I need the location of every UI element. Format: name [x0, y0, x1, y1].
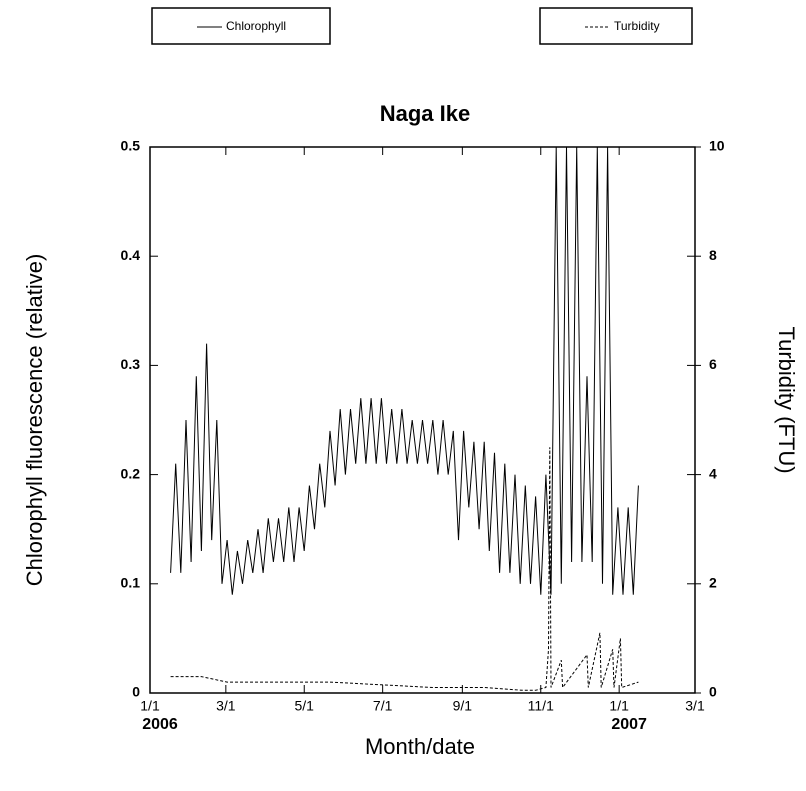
chart-title: Naga Ike	[380, 101, 471, 126]
x-axis-label: Month/date	[365, 734, 475, 759]
legend-label: Turbidity	[614, 19, 660, 33]
series-line	[170, 447, 639, 691]
legend-box	[151, 7, 331, 45]
y-tick-label: 0	[132, 684, 140, 700]
y2-tick-label: 2	[709, 575, 717, 591]
x-tick-label: 1/1	[140, 698, 160, 714]
y2-tick-label: 6	[709, 356, 717, 372]
y-tick-label: 0.4	[121, 247, 141, 263]
x-tick-label: 11/1	[528, 698, 554, 714]
y2-tick-label: 4	[709, 465, 717, 481]
y-tick-label: 0.5	[121, 138, 141, 154]
legend-label: Chlorophyll	[226, 19, 286, 33]
y2-axis-label: Turbidity (FTU)	[774, 326, 799, 473]
legend-box	[539, 7, 693, 45]
y-tick-label: 0.3	[121, 356, 141, 372]
x-tick-label: 1/1	[609, 698, 629, 714]
y2-tick-label: 10	[709, 138, 725, 154]
y-tick-label: 0.1	[121, 575, 141, 591]
x-tick-label: 3/1	[685, 698, 705, 714]
x-tick-label: 5/1	[295, 698, 315, 714]
y2-tick-label: 8	[709, 247, 717, 263]
y2-tick-label: 0	[709, 684, 717, 700]
y-axis-label: Chlorophyll fluorescence (relative)	[22, 254, 47, 587]
x-year-label: 2007	[611, 716, 647, 733]
y-tick-label: 0.2	[121, 465, 141, 481]
plot-frame	[149, 146, 696, 694]
series-line	[170, 146, 639, 595]
x-tick-label: 9/1	[453, 698, 473, 714]
x-tick-label: 7/1	[373, 698, 393, 714]
x-tick-label: 3/1	[216, 698, 236, 714]
x-year-label: 2006	[142, 716, 178, 733]
